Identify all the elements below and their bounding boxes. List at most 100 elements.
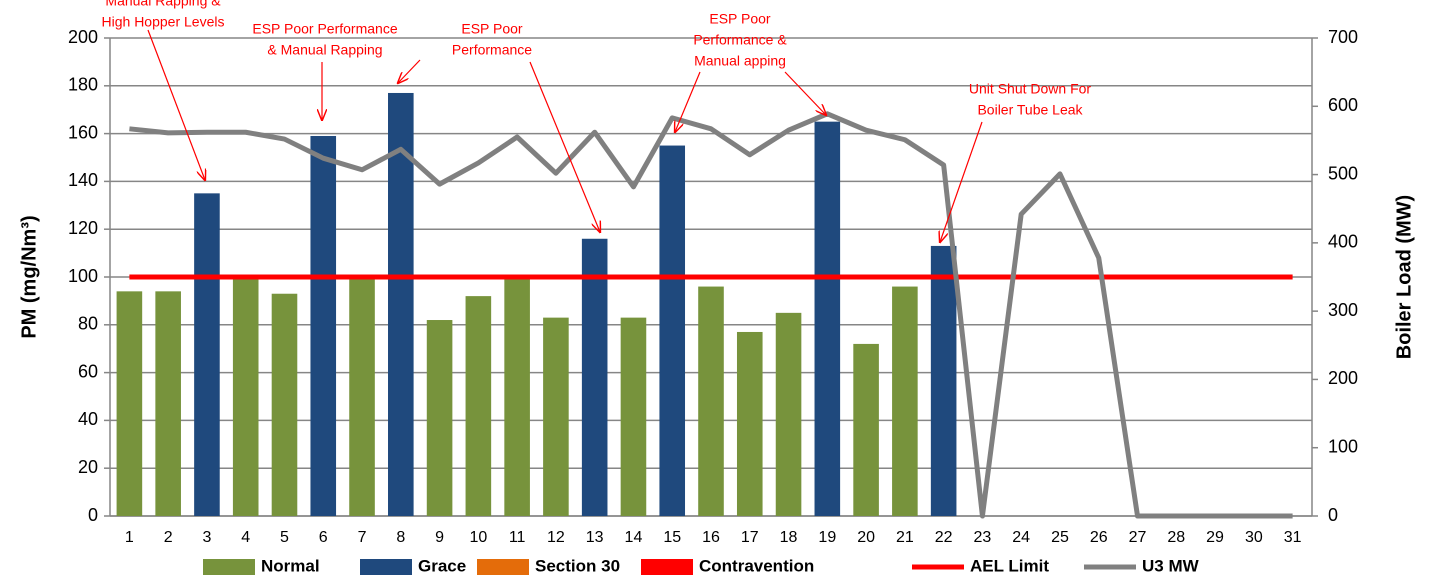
x-tick-label: 2: [164, 529, 173, 546]
x-tick-label: 17: [741, 529, 759, 546]
line: [129, 111, 1293, 519]
legend-swatch: [203, 559, 255, 575]
annotation: Unit Shut Down For: [969, 81, 1091, 97]
bar: [271, 293, 298, 516]
y-tick-label: 40: [78, 409, 98, 429]
x-tick-label: 11: [509, 529, 526, 546]
x-tick-label: 29: [1206, 529, 1224, 546]
bar: [194, 193, 220, 516]
y-tick-label: 20: [78, 457, 98, 477]
y-tick-label: 0: [88, 505, 98, 525]
x-tick-label: 1: [125, 529, 134, 546]
bar: [116, 291, 143, 516]
x-tick-label: 16: [702, 529, 720, 546]
y-tick-label: 160: [68, 122, 98, 142]
annotation: ESP Poor: [709, 11, 771, 27]
y2-tick-label: 500: [1328, 163, 1358, 183]
bar: [155, 291, 181, 516]
bar: [465, 296, 492, 516]
x-tick-label: 27: [1129, 529, 1147, 546]
annotation: Manual apping: [694, 53, 786, 69]
annotation-arrow: [675, 71, 701, 132]
legend-swatch: [360, 559, 412, 575]
legend-label: Contravention: [699, 556, 814, 575]
bar: [775, 312, 802, 516]
x-tick-label: 25: [1051, 529, 1069, 546]
x-tick-label: 4: [241, 529, 250, 546]
bar: [349, 277, 375, 516]
x-tick-label: 21: [896, 529, 914, 546]
legend-label: U3 MW: [1142, 556, 1200, 575]
annotation-arrow: [398, 59, 421, 83]
x-tick-label: 19: [818, 529, 836, 546]
annotation: Performance &: [693, 32, 787, 48]
y2-tick-label: 100: [1328, 436, 1358, 456]
y-tick-label: 80: [78, 314, 98, 334]
y-tick-label: 140: [68, 170, 98, 190]
legend-swatch: [641, 559, 693, 575]
bar: [853, 343, 879, 516]
annotation: ESP Poor: [461, 21, 523, 37]
x-tick-label: 23: [974, 529, 992, 546]
y2-tick-label: 0: [1328, 505, 1338, 525]
x-tick-label: 15: [663, 529, 681, 546]
bar: [232, 279, 259, 516]
bar: [504, 279, 530, 516]
x-tick-label: 28: [1167, 529, 1185, 546]
x-tick-label: 18: [780, 529, 798, 546]
bar: [930, 245, 957, 516]
bar: [543, 317, 569, 516]
x-tick-label: 14: [625, 529, 643, 546]
y-tick-label: 120: [68, 218, 98, 238]
x-tick-label: 13: [586, 529, 604, 546]
x-tick-label: 6: [319, 529, 328, 546]
annotation-arrow: [940, 121, 983, 242]
y2-tick-label: 300: [1328, 300, 1358, 320]
annotation: Manual Rapping &: [105, 0, 221, 9]
bar: [426, 320, 453, 516]
legend-label: Normal: [261, 556, 320, 575]
y2-axis-label: Boiler Load (MW): [1393, 195, 1415, 359]
bar: [388, 92, 414, 516]
x-tick-label: 26: [1090, 529, 1108, 546]
annotation: High Hopper Levels: [102, 14, 225, 30]
x-tick-label: 9: [435, 529, 444, 546]
bar: [814, 121, 841, 517]
legend-label: Section 30: [535, 556, 620, 575]
x-tick-label: 22: [935, 529, 953, 546]
legend-label: AEL Limit: [970, 556, 1049, 575]
y2-tick-label: 700: [1328, 27, 1358, 47]
bar: [736, 331, 763, 516]
x-tick-label: 7: [358, 529, 367, 546]
legend-swatch: [477, 559, 529, 575]
x-tick-label: 10: [469, 529, 487, 546]
annotation-arrow: [529, 61, 600, 232]
annotation: ESP Poor Performance: [252, 21, 397, 37]
annotation: Boiler Tube Leak: [977, 102, 1083, 118]
x-tick-label: 5: [280, 529, 289, 546]
bar: [892, 286, 918, 516]
x-tick-label: 24: [1012, 529, 1030, 546]
x-tick-label: 30: [1245, 529, 1263, 546]
x-tick-label: 31: [1284, 529, 1302, 546]
y-tick-label: 100: [68, 266, 98, 286]
y2-tick-label: 400: [1328, 232, 1358, 252]
x-tick-label: 12: [547, 529, 565, 546]
legend-label: Grace: [418, 556, 466, 575]
y-tick-label: 200: [68, 27, 98, 47]
annotation: & Manual Rapping: [267, 42, 382, 58]
x-tick-label: 20: [857, 529, 875, 546]
annotation-arrow: [147, 29, 205, 180]
y-tick-label: 60: [78, 361, 98, 381]
bar: [620, 317, 647, 516]
annotation: Performance: [452, 42, 532, 58]
x-tick-label: 3: [202, 529, 211, 546]
bar: [310, 135, 337, 517]
bar: [698, 286, 724, 516]
bar: [659, 145, 686, 517]
y-tick-label: 180: [68, 75, 98, 95]
y-axis-label: PM (mg/Nm³): [18, 215, 40, 338]
y2-tick-label: 200: [1328, 368, 1358, 388]
y2-tick-label: 600: [1328, 95, 1358, 115]
